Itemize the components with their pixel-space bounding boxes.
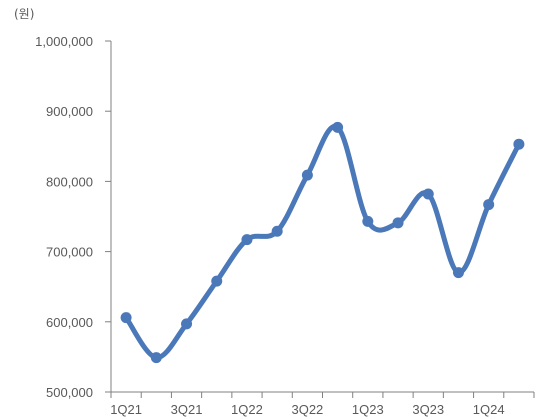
y-axis: 500,000 600,000 700,000 800,000 900,000 1,000… xyxy=(35,34,112,400)
y-tick-label: 800,000 xyxy=(46,174,93,189)
data-point-1Q21 xyxy=(120,312,132,324)
x-tick-label: 1Q21 xyxy=(110,402,142,417)
x-tick-label: 1Q23 xyxy=(352,402,384,417)
data-point-3Q23 xyxy=(422,188,434,200)
x-tick-label: 3Q22 xyxy=(291,402,323,417)
data-point-1Q24 xyxy=(483,199,495,211)
y-axis-unit-label: (원) xyxy=(14,7,34,21)
y-tick-label: 900,000 xyxy=(46,104,93,119)
data-point-4Q23 xyxy=(452,267,464,279)
data-point-4Q21 xyxy=(211,275,223,287)
x-axis: 1Q21 3Q21 1Q22 3Q22 1Q23 3Q23 1Q24 xyxy=(110,391,535,417)
data-point-2Q22 xyxy=(271,225,283,237)
data-point-1Q23 xyxy=(362,215,374,227)
data-point-1Q22 xyxy=(241,234,253,246)
y-tick-label: 600,000 xyxy=(46,315,93,330)
data-point-2Q21 xyxy=(150,352,162,364)
y-tick-label: 1,000,000 xyxy=(35,34,93,49)
data-point-4Q22 xyxy=(332,121,344,133)
data-point-2Q23 xyxy=(392,217,404,229)
x-tick-label: 1Q24 xyxy=(473,402,505,417)
data-point-3Q22 xyxy=(301,169,313,181)
data-points xyxy=(120,121,525,364)
data-point-2Q24 xyxy=(513,138,525,150)
data-point-3Q21 xyxy=(181,318,193,330)
x-tick-label: 1Q22 xyxy=(231,402,263,417)
x-tick-label: 3Q23 xyxy=(412,402,444,417)
x-tick-label: 3Q21 xyxy=(171,402,203,417)
y-tick-label: 700,000 xyxy=(46,245,93,260)
y-tick-label: 500,000 xyxy=(46,385,93,400)
